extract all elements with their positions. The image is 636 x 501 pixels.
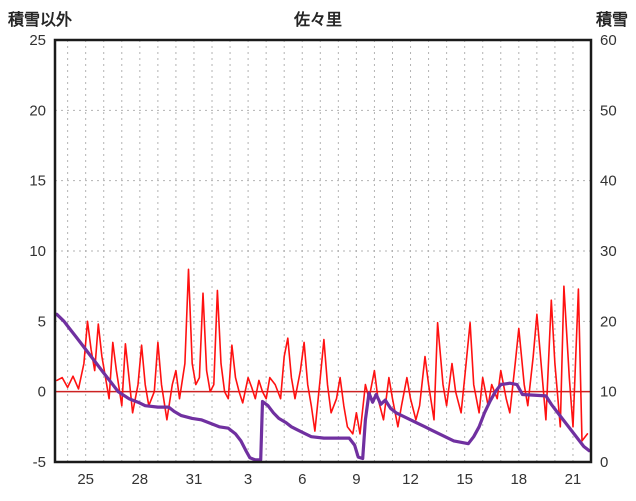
- x-tick-label: 6: [298, 471, 306, 488]
- x-tick-label: 28: [131, 471, 148, 488]
- y-right-tick-label: 50: [600, 102, 617, 119]
- x-tick-label: 9: [352, 471, 360, 488]
- purple-series-line: [55, 312, 591, 462]
- y-right-tick-label: 60: [600, 32, 617, 49]
- y-right-tick-label: 0: [600, 454, 608, 471]
- plot-border: [53, 38, 593, 464]
- red-series-line: [55, 268, 589, 442]
- x-tick-label: 15: [456, 471, 473, 488]
- x-tick-label: 18: [510, 471, 527, 488]
- y-left-tick-label: 15: [29, 173, 46, 190]
- y-right-tick-label: 40: [600, 173, 617, 190]
- chart-header: 積雪以外 佐々里 積雪: [0, 6, 636, 30]
- y-left-tick-label: 25: [29, 32, 46, 49]
- y-left-tick-label: 0: [38, 384, 46, 401]
- x-tick-label: 21: [565, 471, 582, 488]
- left-axis-title: 積雪以外: [8, 12, 73, 29]
- x-tick-label: 12: [402, 471, 419, 488]
- chart-title: 佐々里: [293, 12, 342, 29]
- y-right-tick-label: 20: [600, 313, 617, 330]
- right-axis-title: 積雪: [595, 12, 628, 29]
- x-tick-label: 3: [244, 471, 252, 488]
- y-left-tick-label: 10: [29, 243, 46, 260]
- y-left-tick-label: 5: [38, 313, 46, 330]
- x-tick-label: 25: [77, 471, 94, 488]
- y-right-tick-label: 10: [600, 384, 617, 401]
- x-tick-label: 31: [186, 471, 203, 488]
- y-left-tick-label: 20: [29, 102, 46, 119]
- y-left-tick-label: -5: [33, 454, 46, 471]
- y-right-tick-label: 30: [600, 243, 617, 260]
